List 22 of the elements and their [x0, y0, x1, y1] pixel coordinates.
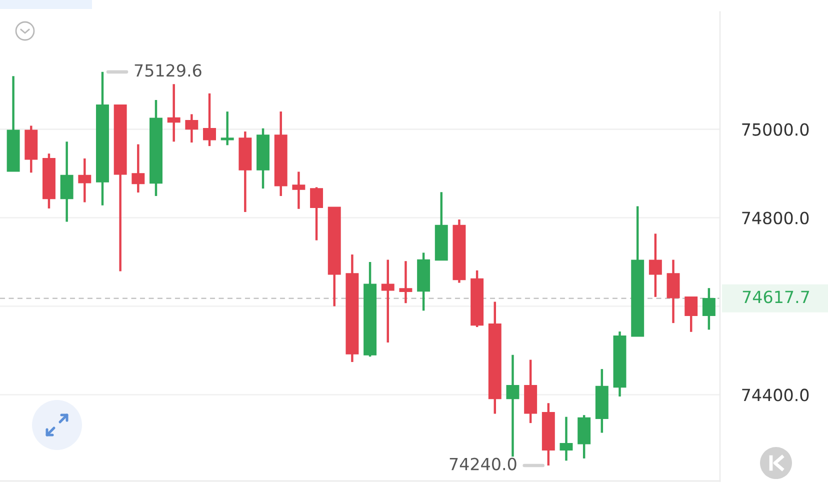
y-tick-label: 74800.0 [742, 212, 809, 224]
candlestick [220, 110, 234, 146]
candlestick [185, 113, 198, 144]
candlestick [132, 143, 145, 194]
ref-line-label: 74617.7 [742, 290, 810, 304]
candlestick [60, 140, 74, 223]
annotation: 75129.6 [134, 64, 202, 77]
candlestick [399, 260, 412, 304]
candlestick [167, 83, 180, 143]
candlestick [702, 286, 716, 331]
y-tick-label: 74400.0 [742, 388, 809, 402]
candlestick [381, 258, 394, 344]
candlestick [560, 416, 573, 462]
candlestick [310, 186, 324, 242]
y-tick-label: 75000.0 [742, 123, 809, 136]
candlestick [78, 157, 92, 204]
candlestick [506, 354, 520, 458]
annotation: 74240.0 [450, 458, 516, 470]
candlestick [648, 232, 662, 298]
candlestick [292, 170, 306, 210]
candlestick [684, 296, 698, 334]
candlestick [203, 92, 216, 148]
